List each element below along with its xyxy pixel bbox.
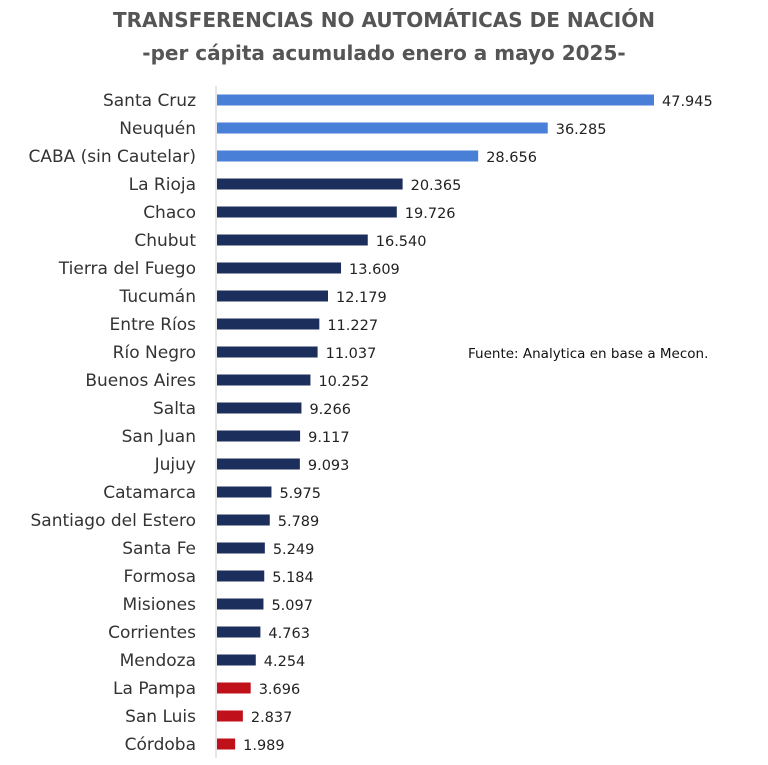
value-label: 47.945	[662, 94, 713, 110]
bar	[217, 598, 264, 610]
category-label: San Juan	[122, 427, 196, 447]
category-label: La Pampa	[113, 679, 196, 699]
value-label: 13.609	[349, 262, 400, 278]
category-label: Formosa	[124, 567, 197, 587]
category-label: Tierra del Fuego	[58, 259, 196, 279]
value-label: 16.540	[376, 234, 427, 250]
bar	[217, 626, 261, 638]
value-label: 5.789	[278, 514, 320, 530]
value-label: 12.179	[336, 290, 387, 306]
bars-group: Santa Cruz 47.945 Neuquén 36.285 CABA (sin C…	[28, 86, 713, 758]
category-label: Mendoza	[120, 651, 196, 671]
bar	[217, 122, 548, 134]
category-label: Neuquén	[119, 119, 196, 139]
category-label: Santa Cruz	[103, 91, 196, 111]
chart-subtitle: -per cápita acumulado enero a mayo 2025-	[142, 41, 626, 65]
value-label: 20.365	[411, 178, 462, 194]
value-label: 2.837	[251, 710, 293, 726]
value-label: 4.254	[264, 654, 306, 670]
bar	[217, 738, 236, 750]
category-label: Corrientes	[108, 623, 196, 643]
value-label: 4.763	[268, 626, 310, 642]
bar	[217, 402, 302, 414]
category-label: Buenos Aires	[85, 371, 196, 391]
category-label: Catamarca	[103, 483, 196, 503]
bar	[217, 458, 300, 470]
bar	[217, 542, 265, 554]
category-label: Río Negro	[113, 343, 196, 363]
value-label: 11.037	[326, 346, 377, 362]
category-label: La Rioja	[129, 175, 196, 195]
bar	[217, 318, 320, 330]
category-label: San Luis	[125, 707, 196, 727]
value-label: 5.097	[271, 598, 313, 614]
value-label: 5.975	[279, 486, 321, 502]
category-label: CABA (sin Cautelar)	[28, 147, 196, 167]
value-label: 9.117	[308, 430, 350, 446]
category-label: Misiones	[123, 595, 197, 615]
bar	[217, 150, 479, 162]
value-label: 1.989	[243, 738, 285, 754]
category-label: Tucumán	[119, 287, 196, 307]
bar	[217, 682, 251, 694]
value-label: 19.726	[405, 206, 456, 222]
source-note: Fuente: Analytica en base a Mecon.	[468, 346, 709, 362]
bar	[217, 430, 301, 442]
category-label: Córdoba	[125, 735, 196, 755]
category-label: Jujuy	[154, 455, 196, 475]
category-label: Salta	[153, 399, 196, 419]
value-label: 10.252	[318, 374, 369, 390]
value-label: 11.227	[327, 318, 378, 334]
value-label: 9.093	[308, 458, 350, 474]
category-label: Chaco	[143, 203, 196, 223]
value-label: 5.249	[273, 542, 315, 558]
bar	[217, 570, 265, 582]
bar	[217, 654, 256, 666]
category-label: Santa Fe	[122, 539, 196, 559]
value-label: 9.266	[309, 402, 351, 418]
bar	[217, 290, 329, 302]
category-label: Entre Ríos	[110, 315, 197, 335]
bar	[217, 346, 318, 358]
bar	[217, 514, 270, 526]
chart-title: TRANSFERENCIAS NO AUTOMÁTICAS DE NACIÓN	[113, 8, 655, 32]
value-label: 5.184	[272, 570, 314, 586]
bar	[217, 262, 342, 274]
bar	[217, 178, 403, 190]
value-label: 36.285	[556, 122, 607, 138]
bar	[217, 710, 243, 722]
value-label: 3.696	[259, 682, 301, 698]
value-label: 28.656	[486, 150, 537, 166]
bar	[217, 486, 272, 498]
bar	[217, 234, 368, 246]
category-label: Santiago del Estero	[30, 511, 196, 531]
category-label: Chubut	[134, 231, 196, 251]
bar	[217, 374, 311, 386]
bar	[217, 206, 397, 218]
bar	[217, 94, 654, 106]
